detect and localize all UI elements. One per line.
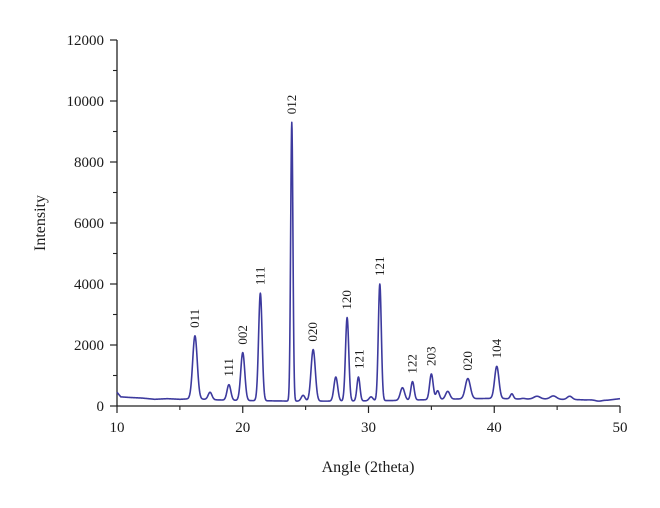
peak-label: 020 [305, 322, 320, 342]
y-tick-label: 10000 [67, 94, 105, 110]
peak-label: 002 [235, 325, 250, 345]
peak-label: 111 [221, 358, 236, 377]
y-axis-title: Intensity [32, 195, 49, 251]
peak-label: 120 [339, 290, 354, 310]
x-axis-title: Angle (2theta) [322, 459, 415, 476]
peak-label: 121 [372, 257, 387, 277]
peak-label: 203 [423, 347, 438, 367]
y-tick-label: 4000 [74, 277, 104, 293]
peak-labels: 011 111 002 111 012 020 120 121 121 122 203 020 104 [187, 95, 504, 377]
y-tick-label: 0 [97, 399, 105, 415]
x-tick-label: 40 [487, 420, 502, 436]
y-tick-label: 2000 [74, 338, 104, 354]
x-tick-label: 10 [110, 420, 125, 436]
x-tick-label: 20 [235, 420, 250, 436]
y-tick-label: 12000 [67, 33, 105, 49]
peak-label: 012 [284, 95, 299, 115]
peak-label: 011 [187, 309, 202, 328]
series-line [116, 121, 621, 402]
peak-label: 020 [460, 351, 475, 371]
tick-labels: 10 20 30 40 50 0 2000 4000 6000 8000 10000 12000 [67, 33, 628, 436]
y-tick-label: 8000 [74, 155, 104, 171]
peak-label: 122 [405, 354, 420, 374]
peak-label: 121 [352, 350, 367, 370]
peak-label: 104 [489, 338, 504, 358]
ticks [110, 39, 621, 413]
x-tick-label: 30 [361, 420, 376, 436]
axes [116, 40, 620, 407]
peak-label: 111 [252, 267, 267, 286]
y-tick-label: 6000 [74, 216, 104, 232]
x-tick-label: 50 [613, 420, 628, 436]
